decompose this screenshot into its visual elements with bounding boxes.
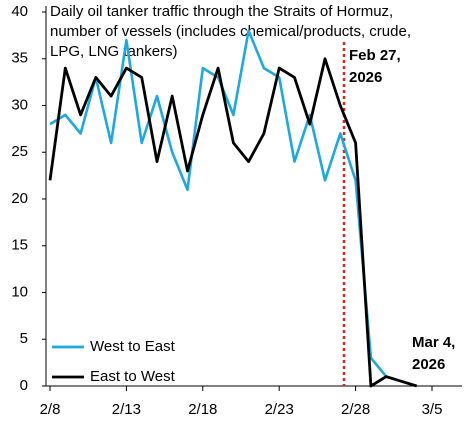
series-line xyxy=(48,57,418,388)
annotation: 2026 xyxy=(349,69,382,86)
x-tick-label: 3/5 xyxy=(422,401,443,418)
x-tick-label: 2/13 xyxy=(112,401,141,418)
x-tick-label: 2/18 xyxy=(188,401,217,418)
annotation: 2026 xyxy=(412,356,445,373)
y-tick-label: 0 xyxy=(20,377,28,394)
annotation: Feb 27, xyxy=(349,47,401,64)
y-tick-label: 30 xyxy=(11,96,28,113)
y-tick-label: 10 xyxy=(11,283,28,300)
chart-title: Daily oil tanker traffic through the Str… xyxy=(50,3,393,20)
y-tick-label: 25 xyxy=(11,143,28,160)
x-tick-label: 2/28 xyxy=(341,401,370,418)
chart-title: number of vessels (includes chemical/pro… xyxy=(50,23,411,40)
annotation: Mar 4, xyxy=(412,334,455,351)
x-tick-label: 2/8 xyxy=(40,401,61,418)
series-line xyxy=(49,29,388,378)
y-tick-label: 20 xyxy=(11,190,28,207)
y-tick-label: 15 xyxy=(11,237,28,254)
y-tick-label: 5 xyxy=(20,330,28,347)
x-tick-label: 2/23 xyxy=(265,401,294,418)
chart-title: LPG, LNG tankers) xyxy=(50,43,178,60)
legend-label: East to West xyxy=(90,368,176,385)
y-tick-label: 35 xyxy=(11,50,28,67)
y-tick-label: 40 xyxy=(11,3,28,20)
legend-label: West to East xyxy=(90,338,176,355)
